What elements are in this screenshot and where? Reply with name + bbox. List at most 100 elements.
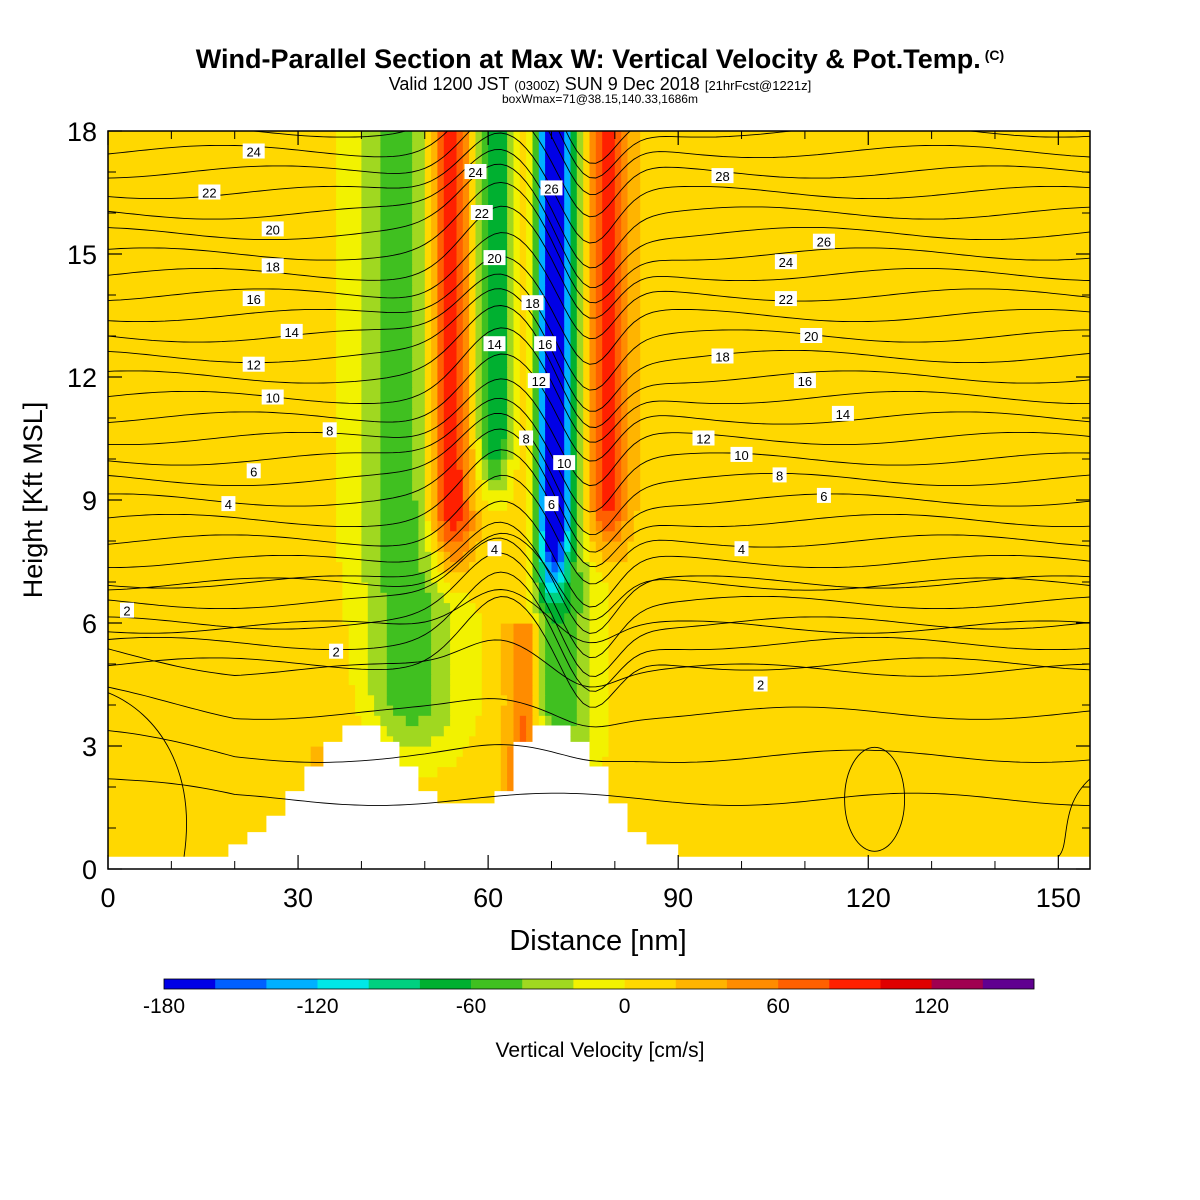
y-tick-label: 9 — [82, 486, 97, 516]
isentrope-line — [108, 378, 1090, 487]
isentrope-line — [108, 589, 1090, 644]
colorbar-swatch — [982, 979, 1035, 989]
contour-label-bg — [540, 180, 563, 196]
colorbar-swatch — [675, 979, 728, 989]
colorbar-label: Vertical Velocity [cm/s] — [496, 1039, 705, 1062]
x-tick-label: 90 — [663, 883, 693, 913]
x-tick-label: 150 — [1036, 883, 1081, 913]
contour-label: 6 — [820, 489, 827, 504]
isentrope-line — [1057, 778, 1090, 858]
contour-label: 8 — [522, 432, 529, 447]
contour-label-bg — [483, 250, 506, 266]
isentrope-line — [108, 255, 1090, 365]
contour-label: 12 — [246, 358, 260, 373]
contour-label-bg — [198, 184, 221, 200]
contour-label-bg — [261, 389, 284, 405]
colorbar-swatch — [522, 979, 574, 989]
contour-label-bg — [711, 168, 734, 184]
contour-label: 4 — [491, 542, 498, 557]
contour-label-bg — [242, 291, 265, 307]
axes: 0 30 60 90 120 150 0 3 6 9 12 15 18 — [67, 117, 1090, 913]
contour-label: 22 — [779, 292, 793, 307]
contour-label: 16 — [798, 374, 812, 389]
contour-label: 24 — [468, 165, 482, 180]
isentrope-line — [108, 131, 1090, 195]
isentrope-line — [108, 232, 1090, 340]
colorbar-swatch — [573, 979, 625, 989]
isentrope-line — [108, 686, 1090, 728]
contour-label: 2 — [757, 678, 764, 693]
contour-label-bg — [246, 463, 261, 479]
colorbar-swatch — [931, 979, 984, 989]
colorbar-tick-label: -60 — [456, 995, 486, 1018]
contour-label: 14 — [836, 407, 850, 422]
contour-label: 4 — [225, 497, 232, 512]
colorbar-swatch — [471, 979, 523, 989]
contour-label: 24 — [246, 145, 260, 160]
contour-label-bg — [464, 164, 487, 179]
contour-label-bg — [772, 467, 787, 483]
isentrope-line — [108, 552, 1090, 677]
contour-label-bg — [730, 446, 753, 462]
contour-label-bg — [487, 541, 502, 557]
isentrope-line — [249, 131, 1090, 179]
contour-label-bg — [470, 205, 493, 220]
colorbar-tick-label: 0 — [619, 995, 631, 1018]
x-tick-label: 0 — [100, 883, 115, 913]
isentrope-line — [844, 746, 906, 852]
contour-label: 8 — [776, 468, 783, 483]
chart-title: Wind-Parallel Section at Max W: Vertical… — [195, 44, 1005, 74]
contour-label-bg — [734, 541, 749, 557]
contour-label-bg — [812, 233, 835, 249]
isentrope-line — [108, 149, 1090, 269]
contour-labels: 2422201816141210864222422201816141281064… — [120, 143, 854, 693]
y-tick-label: 0 — [82, 855, 97, 885]
x-tick-label: 120 — [846, 883, 891, 913]
colorbar-swatch — [778, 979, 830, 989]
chart-subtitle: Valid 1200 JST (0300Z) SUN 9 Dec 2018 [2… — [388, 74, 812, 94]
isentrope-line — [108, 273, 1090, 391]
contour-label: 8 — [326, 423, 333, 438]
contour-label-bg — [774, 291, 797, 307]
contour-label-bg — [544, 496, 559, 512]
contour-label: 10 — [557, 456, 571, 471]
contour-label-bg — [534, 336, 557, 352]
colorbar-swatch — [317, 979, 369, 989]
colorbar-swatch — [419, 979, 472, 989]
contour-label-bg — [519, 430, 534, 446]
colorbar-swatch — [164, 979, 216, 989]
colorbar-swatch — [215, 979, 267, 989]
isentrope-line — [108, 305, 1090, 428]
contour-label: 28 — [715, 169, 729, 184]
y-tick-label: 3 — [82, 732, 97, 762]
contour-label-bg — [521, 295, 544, 311]
colorbar-swatch — [726, 979, 779, 989]
contour-label-bg — [816, 487, 831, 503]
isentrope-line — [108, 163, 1090, 288]
contour-label: 26 — [544, 181, 558, 196]
contour-label-bg — [322, 422, 337, 438]
isentrope-line — [108, 353, 1090, 462]
contour-label: 18 — [525, 296, 539, 311]
colorbar-swatch — [880, 979, 932, 989]
contour-label: 10 — [734, 448, 748, 463]
x-axis-label: Distance [nm] — [509, 925, 686, 957]
isentrope-line — [108, 639, 1090, 688]
contour-label: 22 — [202, 186, 216, 201]
contour-label-bg — [261, 221, 284, 237]
contour-label-bg — [242, 143, 265, 159]
colorbar-frame — [163, 978, 1035, 990]
contour-label: 20 — [265, 222, 279, 237]
contour-label-bg — [793, 373, 816, 389]
contour-label: 22 — [475, 206, 489, 221]
isentrope-line — [108, 412, 1090, 536]
contour-label: 4 — [738, 542, 745, 557]
contour-label: 20 — [804, 329, 818, 344]
colorbar: -180 -120 -60 0 60 120 — [143, 978, 1035, 1018]
isentrope-line — [108, 132, 1090, 244]
contour-label-bg — [221, 496, 236, 512]
isentrope-line — [108, 778, 1090, 806]
x-tick-label: 30 — [283, 883, 313, 913]
colorbar-swatch — [368, 979, 421, 989]
